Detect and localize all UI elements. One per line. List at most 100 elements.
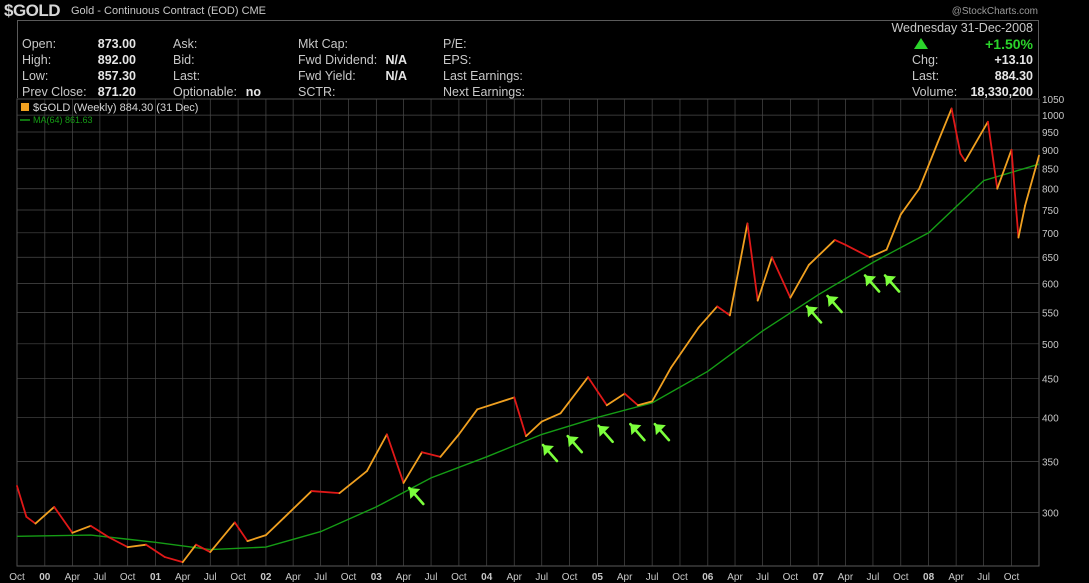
price-segment <box>25 515 37 525</box>
arrow-annotation <box>597 424 614 444</box>
price-segment <box>53 506 74 534</box>
price-segment <box>265 517 285 537</box>
fwd-dividend-label: Fwd Dividend: <box>298 53 378 67</box>
ask-label: Ask: <box>173 37 198 51</box>
x-tick-label: Jul <box>314 572 327 583</box>
y-tick-label: 600 <box>1042 280 1059 291</box>
price-series <box>16 107 1040 564</box>
ticker-symbol: $GOLD <box>4 1 61 20</box>
last-label: Last: <box>912 69 940 83</box>
eps-label: EPS: <box>443 53 472 67</box>
price-segment <box>233 521 249 542</box>
price-segment <box>885 213 902 251</box>
price-segment <box>195 543 212 553</box>
x-tick-label: 07 <box>813 572 825 583</box>
last-value: 884.30 <box>994 69 1033 83</box>
pe-label: P/E: <box>443 37 467 51</box>
quote-panel <box>17 20 1039 98</box>
legend: $GOLD (Weekly) 884.30 (31 Dec) MA(64) 86… <box>20 102 198 125</box>
quote-date: Wednesday 31-Dec-2008 <box>891 21 1033 35</box>
price-segment <box>771 256 792 299</box>
arrow-head <box>807 306 819 318</box>
price-segment <box>310 490 341 495</box>
price-segment <box>651 366 672 403</box>
arrow-annotation <box>863 274 881 293</box>
price-segment <box>386 433 405 484</box>
price-segment <box>964 120 989 162</box>
price-segment <box>756 256 773 302</box>
x-tick-label: Oct <box>230 572 246 583</box>
x-tick-label: Jul <box>867 572 880 583</box>
last-earnings-label: Last Earnings: <box>443 69 523 83</box>
x-tick-label: Oct <box>9 572 25 583</box>
x-tick-label: 04 <box>481 572 493 583</box>
price-segment <box>439 433 460 458</box>
price-segment <box>807 239 836 266</box>
price-segment <box>89 524 111 539</box>
price-segment <box>637 400 654 407</box>
price-segment <box>338 470 368 495</box>
price-segment <box>918 141 939 190</box>
x-tick-label: Oct <box>1004 572 1020 583</box>
legend-ma: MA(64) 861.63 <box>33 115 93 125</box>
open-value: 873.00 <box>97 37 136 51</box>
price-segment <box>421 451 442 458</box>
x-tick-label: Apr <box>948 572 964 583</box>
legend-price: $GOLD (Weekly) 884.30 (31 Dec) <box>33 102 198 114</box>
volume-value: 18,330,200 <box>970 85 1033 99</box>
price-segment <box>1017 204 1026 239</box>
arrow-annotation <box>883 274 901 293</box>
arrow-annotation <box>805 305 823 324</box>
percent-change: +1.50% <box>985 36 1033 52</box>
x-tick-label: Jul <box>977 572 990 583</box>
up-arrow-icon <box>914 38 928 49</box>
mkt-cap-label: Mkt Cap: <box>298 37 349 51</box>
x-tick-label: Jul <box>204 572 217 583</box>
bid-label: Bid: <box>173 53 195 67</box>
price-segment <box>1010 148 1020 239</box>
arrow-head <box>542 444 554 456</box>
arrow-annotation <box>653 422 671 442</box>
price-segment <box>728 222 749 317</box>
price-segment <box>181 543 197 564</box>
fwd-yield-value: N/A <box>385 69 407 83</box>
x-tick-label: Apr <box>727 572 743 583</box>
x-tick-label: Oct <box>783 572 799 583</box>
volume-label: Volume: <box>912 85 958 99</box>
high-label: High: <box>22 53 52 67</box>
y-tick-label: 450 <box>1042 375 1059 386</box>
fwd-yield-label: Fwd Yield: <box>298 69 356 83</box>
x-tick-label: Apr <box>65 572 81 583</box>
y-tick-label: 550 <box>1042 308 1059 319</box>
price-segment <box>868 248 888 259</box>
x-tick-label: 06 <box>702 572 714 583</box>
sctr-label: SCTR: <box>298 85 336 99</box>
y-tick-label: 400 <box>1042 413 1059 424</box>
price-segment <box>34 506 56 525</box>
chart-header: $GOLD Gold - Continuous Contract (EOD) C… <box>0 0 1089 22</box>
x-tick-label: Jul <box>425 572 438 583</box>
y-tick-label: 850 <box>1042 165 1059 176</box>
y-tick-label: 700 <box>1042 229 1059 240</box>
x-tick-label: Apr <box>396 572 412 583</box>
x-tick-label: Oct <box>451 572 467 583</box>
price-segment <box>996 148 1013 190</box>
price-segment <box>71 524 92 534</box>
arrow-head <box>654 424 666 436</box>
price-segment <box>282 490 313 519</box>
price-segment <box>899 187 921 216</box>
low-value: 857.30 <box>97 69 136 83</box>
x-tick-label: 01 <box>150 572 162 583</box>
annotation-arrows <box>407 274 901 506</box>
x-tick-label: 02 <box>260 572 272 583</box>
price-segment <box>246 534 267 542</box>
chg-label: Chg: <box>912 53 939 67</box>
price-segment <box>789 264 810 299</box>
price-segment <box>746 222 759 302</box>
price-segment <box>844 243 871 259</box>
price-segment <box>1024 154 1040 207</box>
x-tick-label: Oct <box>672 572 688 583</box>
x-tick-label: Apr <box>506 572 522 583</box>
arrow-head <box>885 275 897 287</box>
